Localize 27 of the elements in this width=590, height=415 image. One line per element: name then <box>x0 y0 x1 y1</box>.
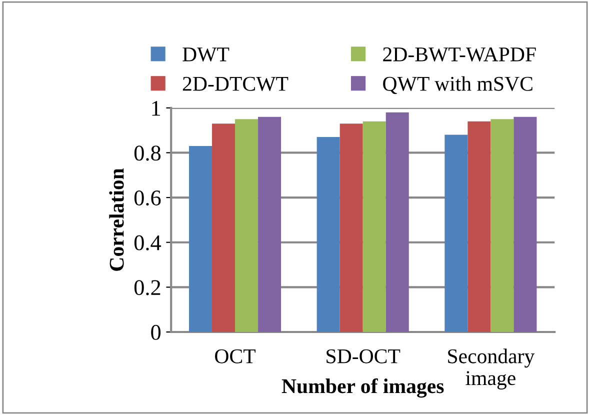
x-axis-title: Number of images <box>282 378 444 398</box>
bar <box>316 137 340 332</box>
bar <box>386 112 409 332</box>
x-tick-label: Secondary image <box>448 348 535 390</box>
y-tick-label: 0.4 <box>134 235 162 250</box>
legend-label: QWT with mSVC <box>383 76 532 94</box>
y-axis-title: Correlation <box>109 168 124 271</box>
bar <box>212 124 236 332</box>
bar <box>490 119 514 332</box>
bar <box>362 121 386 332</box>
bar <box>235 119 258 332</box>
bar <box>188 146 212 332</box>
y-tick-label: 1 <box>152 100 160 116</box>
x-tick-label: OCT <box>215 349 256 364</box>
bar <box>340 124 363 332</box>
legend-label: 2D-DTCWT <box>182 76 288 91</box>
legend-label: DWT <box>182 48 230 62</box>
bar <box>258 116 282 332</box>
bar <box>514 116 537 332</box>
legend-label: 2D-BWT-WAPDF <box>383 47 536 62</box>
y-tick-label: 0 <box>151 324 161 340</box>
y-tick-label: 0.8 <box>134 146 161 161</box>
y-tick-label: 0.6 <box>134 190 161 206</box>
y-tick-label: 0.2 <box>134 280 160 296</box>
x-tick-label: SD-OCT <box>326 349 400 364</box>
bar <box>444 134 468 332</box>
bar <box>468 121 491 332</box>
